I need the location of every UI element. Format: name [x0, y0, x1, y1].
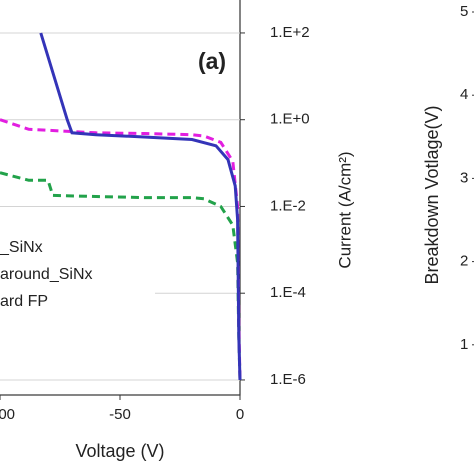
- legend-label: ard FP: [0, 293, 48, 310]
- y-axis-label: Current (A/cm²): [335, 151, 354, 268]
- annotation: (a): [198, 48, 226, 74]
- x-axis-label: Voltage (V): [75, 441, 164, 461]
- x-tick-label: -50: [109, 406, 131, 423]
- legend-label: around_SiNx: [0, 266, 93, 283]
- y-tick-label: 4: [460, 86, 468, 103]
- x-tick-label: -100: [0, 406, 15, 423]
- y-tick-label: 1.E-2: [270, 197, 306, 214]
- label-box: [140, 48, 230, 78]
- y-tick-label: 1.E-4: [270, 284, 306, 301]
- y-tick-label: 5: [460, 3, 468, 20]
- y-tick-label: 3: [460, 169, 468, 186]
- legend-box: [0, 232, 155, 318]
- x-tick-label: 0: [236, 406, 244, 423]
- y-tick-label: 2: [460, 253, 468, 270]
- plot-frame: [0, 0, 241, 396]
- y-axis-label: Breakdown Votlage(V): [422, 105, 442, 284]
- y-tick-label: 1: [460, 336, 468, 353]
- y-tick-label: 1.E+2: [270, 24, 310, 41]
- y-tick-label: 1.E-6: [270, 371, 306, 388]
- y-tick-label: 1.E+0: [270, 111, 310, 128]
- legend-label: _SiNx: [0, 239, 43, 256]
- data-line: [39, 32, 242, 381]
